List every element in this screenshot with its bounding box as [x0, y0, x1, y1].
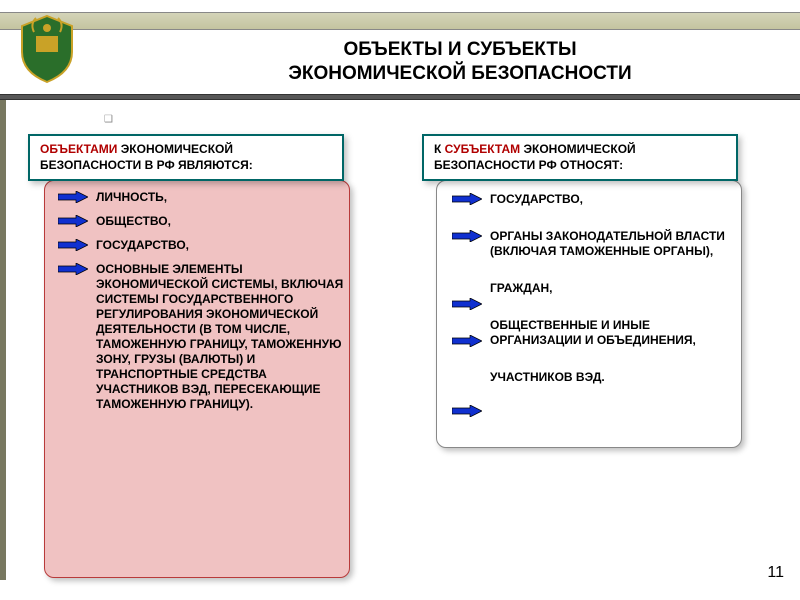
title-underline	[0, 94, 800, 100]
list-item: ГОСУДАРСТВО,	[490, 192, 744, 207]
small-glyph: ❑	[104, 114, 113, 125]
page-title: ОБЪЕКТЫ И СУБЪЕКТЫ ЭКОНОМИЧЕСКОЙ БЕЗОПАС…	[140, 38, 780, 86]
list-item: ГРАЖДАН,	[490, 281, 744, 296]
list-item: ОБЩЕСТВО,	[96, 214, 344, 229]
arrow-icon	[452, 230, 482, 242]
arrow-icon	[452, 405, 482, 417]
arrow-icon	[452, 335, 482, 347]
arrow-icon	[58, 263, 88, 275]
list-item: ОБЩЕСТВЕННЫЕ И ИНЫЕ ОРГАНИЗАЦИИ И ОБЪЕДИ…	[490, 318, 744, 348]
list-item: УЧАСТНИКОВ ВЭД.	[490, 370, 744, 385]
header-right-highlight: СУБЪЕКТАМ	[445, 142, 520, 156]
list-item: ЛИЧНОСТЬ,	[96, 190, 344, 205]
list-item: ГОСУДАРСТВО,	[96, 238, 344, 253]
list-item: ОРГАНЫ ЗАКОНОДАТЕЛЬНОЙ ВЛАСТИ (ВКЛЮЧАЯ Т…	[490, 229, 744, 259]
title-line-2: ЭКОНОМИЧЕСКОЙ БЕЗОПАСНОСТИ	[288, 63, 631, 84]
header-right-box: К СУБЪЕКТАМ ЭКОНОМИЧЕСКОЙ БЕЗОПАСНОСТИ Р…	[422, 134, 738, 181]
arrow-icon	[452, 193, 482, 205]
left-side-bar	[0, 100, 6, 580]
header-right-prefix: К	[434, 142, 445, 156]
page-number: 11	[767, 564, 784, 582]
emblem-icon	[16, 14, 78, 84]
left-items: ЛИЧНОСТЬ, ОБЩЕСТВО, ГОСУДАРСТВО, ОСНОВНЫ…	[96, 190, 344, 421]
arrow-icon	[58, 191, 88, 203]
list-item: ОСНОВНЫЕ ЭЛЕМЕНТЫ ЭКОНОМИЧЕСКОЙ СИСТЕМЫ,…	[96, 262, 344, 412]
arrow-icon	[58, 215, 88, 227]
right-items: ГОСУДАРСТВО, ОРГАНЫ ЗАКОНОДАТЕЛЬНОЙ ВЛАС…	[490, 192, 744, 407]
header-left-box: ОБЪЕКТАМИ ЭКОНОМИЧЕСКОЙ БЕЗОПАСНОСТИ В Р…	[28, 134, 344, 181]
top-band	[0, 12, 800, 30]
arrow-icon	[452, 298, 482, 310]
arrow-icon	[58, 239, 88, 251]
title-line-1: ОБЪЕКТЫ И СУБЪЕКТЫ	[343, 39, 576, 60]
header-left-highlight: ОБЪЕКТАМИ	[40, 142, 117, 156]
